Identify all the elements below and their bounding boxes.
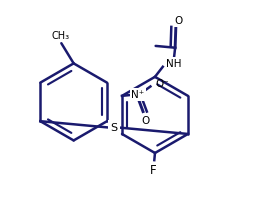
Text: F: F xyxy=(150,164,157,177)
Text: O: O xyxy=(174,16,183,26)
Text: N⁺: N⁺ xyxy=(131,90,145,100)
Text: S: S xyxy=(111,123,118,133)
Text: CH₃: CH₃ xyxy=(52,31,70,41)
Text: NH: NH xyxy=(166,59,182,69)
Text: O: O xyxy=(142,116,150,126)
Text: O⁻: O⁻ xyxy=(155,79,169,88)
